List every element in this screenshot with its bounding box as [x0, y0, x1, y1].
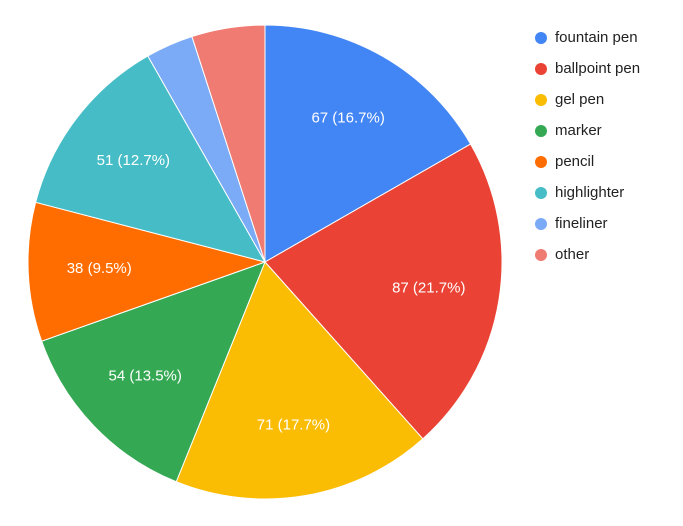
data-label: 54 (13.5%) [109, 368, 182, 385]
legend-label: other [555, 246, 589, 263]
legend-marker [535, 32, 547, 44]
legend-label: marker [555, 122, 602, 139]
legend-marker [535, 94, 547, 106]
legend-marker [535, 63, 547, 75]
legend-label: gel pen [555, 91, 604, 108]
legend-marker [535, 125, 547, 137]
legend-marker [535, 156, 547, 168]
legend-label: pencil [555, 153, 594, 170]
legend-marker [535, 249, 547, 261]
data-label: 87 (21.7%) [392, 279, 465, 296]
legend-marker [535, 187, 547, 199]
pie-slice [264, 24, 472, 263]
legend-marker [535, 218, 547, 230]
pie-slice [191, 24, 266, 263]
pie-slice [175, 261, 424, 500]
pie-slice [40, 261, 266, 483]
data-label: 51 (12.7%) [97, 152, 170, 169]
data-label: 67 (16.7%) [311, 109, 384, 126]
legend-label: ballpoint pen [555, 60, 640, 77]
pie-slice [27, 201, 267, 342]
data-label: 71 (17.7%) [257, 416, 330, 433]
legend-label: highlighter [555, 184, 624, 201]
pie-slice [35, 55, 267, 263]
pie-slice [264, 143, 503, 440]
data-label: 38 (9.5%) [67, 260, 132, 277]
legend-label: fountain pen [555, 29, 638, 46]
legend-label: fineliner [555, 215, 608, 232]
